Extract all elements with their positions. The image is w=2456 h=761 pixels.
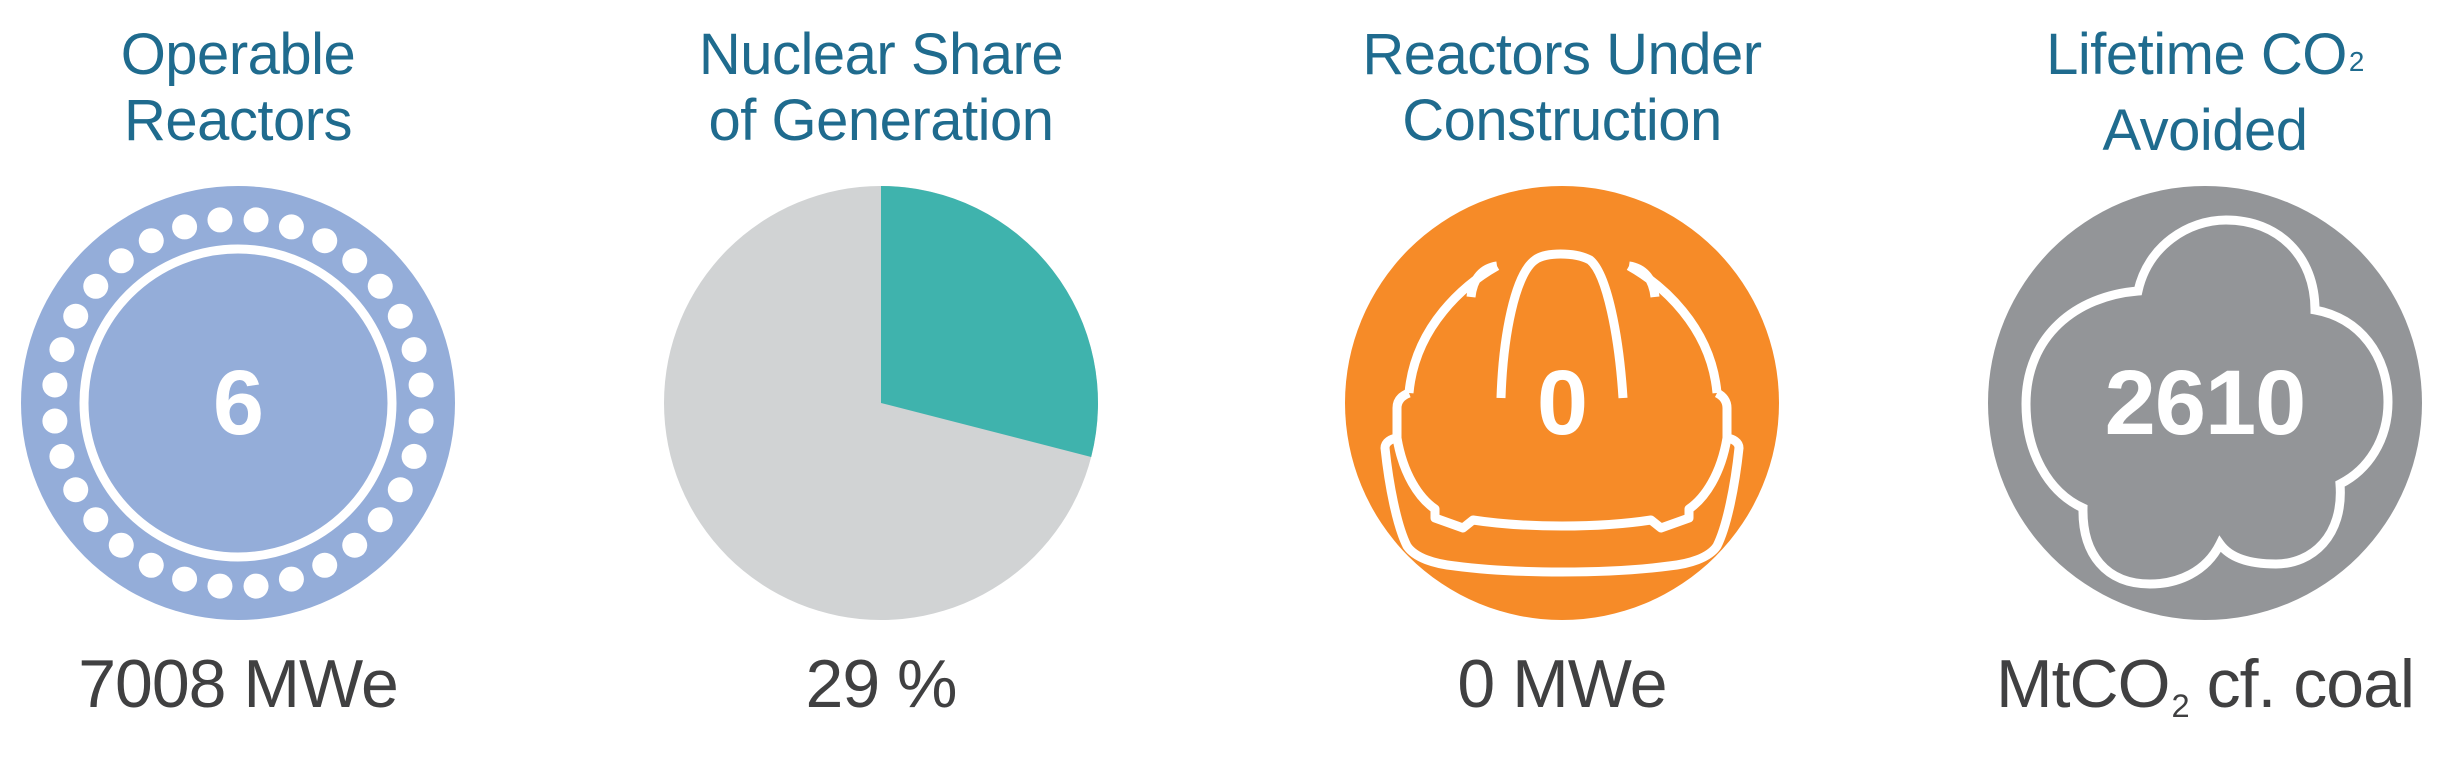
stat-title: Operable Reactors: [0, 22, 538, 154]
reactor-ring-icon: 6: [21, 186, 455, 620]
title-subscript: 2: [2348, 46, 2364, 78]
stat-title: Reactors Under Construction: [1262, 22, 1862, 154]
operable-capacity-value: 7008 MWe: [78, 646, 399, 722]
cloud-icon: 2610: [1988, 186, 2422, 620]
operable-reactor-count: 6: [212, 352, 264, 454]
co2-avoided-count: 2610: [2104, 352, 2307, 454]
title-line-1: Nuclear Share: [698, 22, 1064, 87]
co2-unit-value: MtCO2 cf. coal: [1995, 646, 2415, 724]
pie-chart-icon: [664, 186, 1098, 620]
value-subscript: 2: [2171, 686, 2190, 724]
stat-co2-avoided: Lifetime CO2 Avoided 2610 MtCO2 cf. coal: [1905, 0, 2456, 761]
nuclear-share-value: 29 %: [805, 646, 958, 722]
stat-nuclear-share: Nuclear Share of Generation 29 %: [581, 0, 1181, 761]
title-line-2: Avoided: [2102, 98, 2308, 163]
construction-capacity-value: 0 MWe: [1457, 646, 1667, 722]
stat-operable-reactors: Operable Reactors 6 7008 MWe: [0, 0, 538, 761]
construction-count: 0: [1536, 352, 1588, 454]
stat-title: Lifetime CO2 Avoided: [1905, 22, 2456, 164]
title-line-1: Operable: [120, 22, 356, 87]
stat-under-construction: Reactors Under Construction 0 0 MWe: [1262, 0, 1862, 761]
title-line-1: Reactors Under: [1362, 22, 1762, 87]
hard-hat-icon: 0: [1345, 186, 1779, 620]
stat-title: Nuclear Share of Generation: [581, 22, 1181, 154]
title-line-1: Lifetime CO2: [2046, 22, 2364, 87]
title-line-2: of Generation: [708, 88, 1054, 153]
title-line-2: Reactors: [123, 88, 353, 153]
title-line-2: Construction: [1402, 88, 1722, 153]
